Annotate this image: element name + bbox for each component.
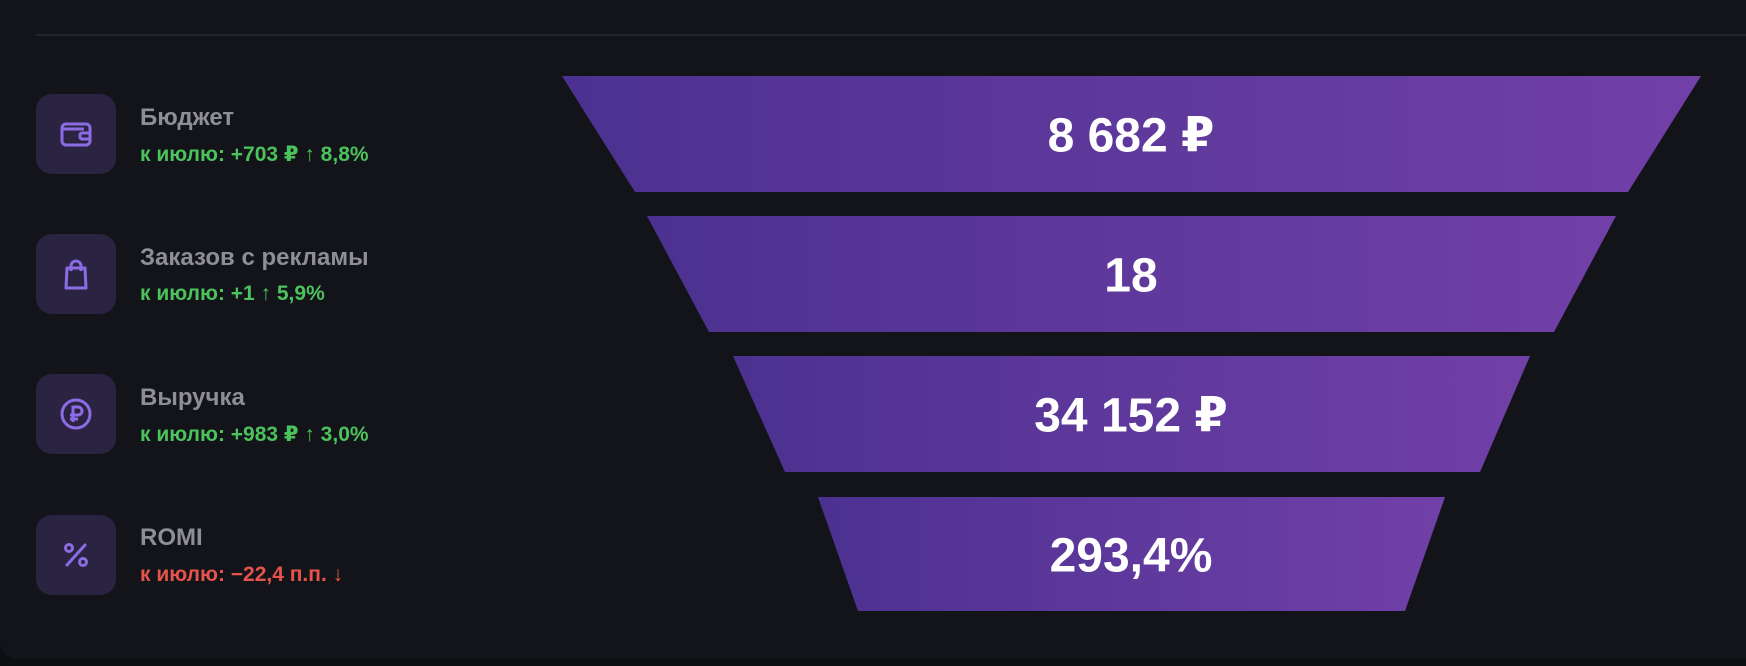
funnel-stage [562,76,1701,192]
stage-value: 8 682 ₽ [1048,110,1215,163]
funnel-stage [647,216,1616,332]
stage-value: 34 152 ₽ [1034,390,1228,443]
stage-value: 18 [1104,250,1157,303]
stage-value: 293,4% [1050,530,1213,583]
metric-change: к июлю: +1 ↑ 5,9% [140,282,325,305]
metric-label: Бюджет [140,104,235,131]
divider [36,34,1746,36]
metric-label: ROMI [140,524,203,551]
funnel-stage [733,356,1530,472]
metric-label: Заказов с рекламы [140,244,369,271]
metric-label: Выручка [140,384,245,411]
wallet-icon [36,94,116,174]
ruble-icon [36,374,116,454]
metric-change: к июлю: +703 ₽ ↑ 8,8% [140,143,369,166]
funnel-stage [818,497,1445,611]
percent-icon [36,515,116,595]
bag-icon [36,234,116,314]
metric-change: к июлю: −22,4 п.п. ↓ [140,563,344,586]
metric-change: к июлю: +983 ₽ ↑ 3,0% [140,423,369,446]
